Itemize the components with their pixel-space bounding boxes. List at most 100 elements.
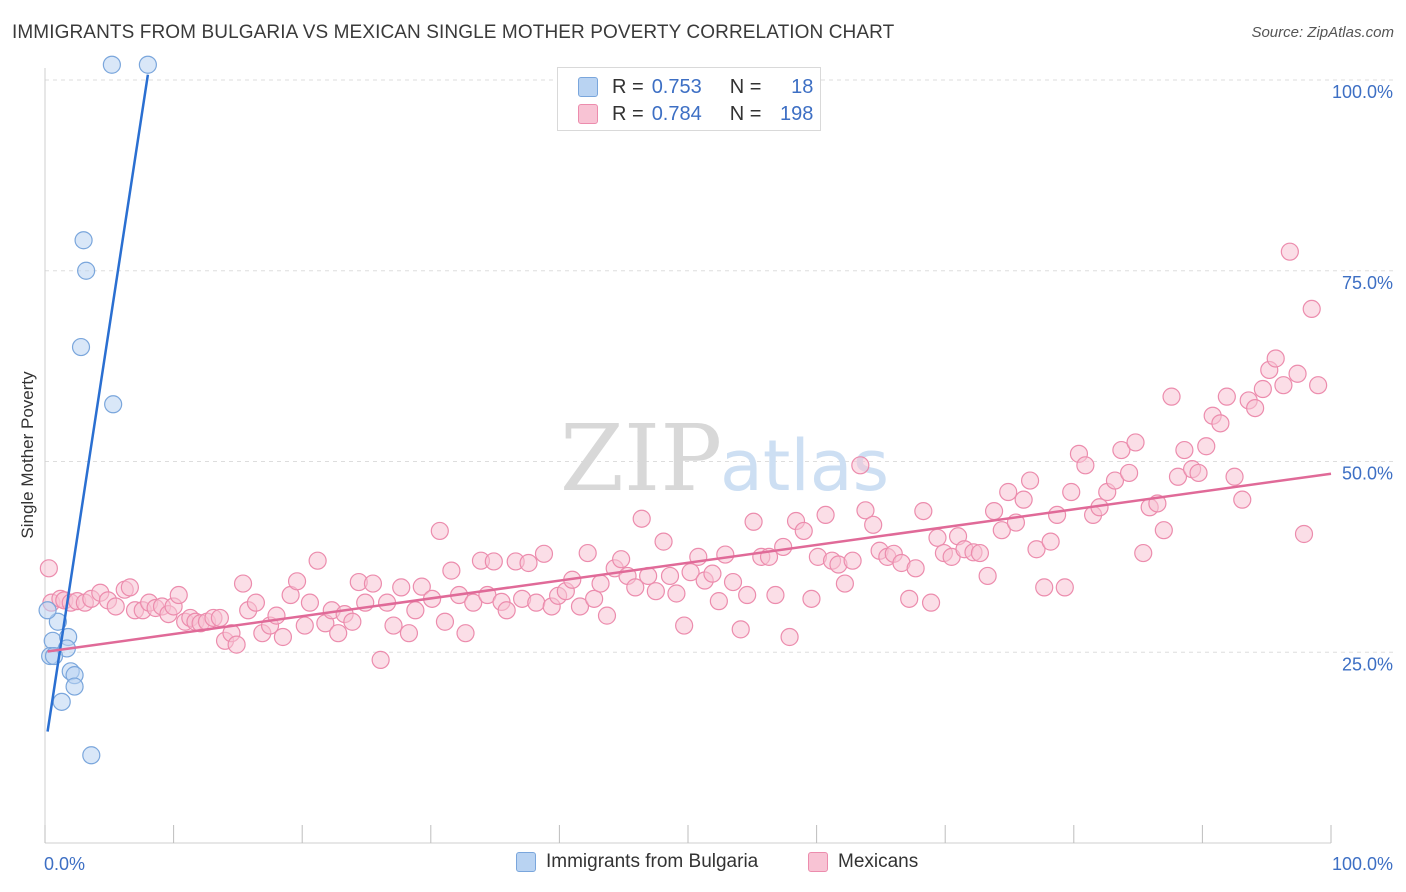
data-point-mexicans	[246, 593, 266, 612]
data-point-mexicans	[1266, 349, 1285, 368]
data-point-mexicans	[970, 543, 990, 563]
data-point-mexicans	[435, 612, 455, 631]
data-point-mexicans	[1280, 242, 1299, 261]
bottom-legend-label-bulgaria: Immigrants from Bulgaria	[546, 851, 759, 872]
data-point-mexicans	[1168, 467, 1188, 486]
data-point-mexicans	[856, 501, 875, 520]
data-point-mexicans	[570, 597, 590, 616]
data-point-mexicans	[1076, 456, 1095, 475]
data-point-mexicans	[273, 627, 293, 647]
data-point-mexicans	[464, 593, 483, 612]
data-point-mexicans	[1041, 532, 1060, 551]
data-point-mexicans	[723, 572, 743, 592]
data-point-mexicans	[774, 537, 793, 557]
data-point-mexicans	[456, 624, 475, 643]
data-point-mexicans	[612, 550, 631, 569]
y-tick-label: 50.0%	[1342, 464, 1393, 484]
y-axis-title: Single Mother Poverty	[18, 371, 37, 539]
data-point-mexicans	[169, 585, 188, 605]
data-point-mexicans	[738, 585, 757, 605]
x-tick-label: 0.0%	[44, 854, 85, 874]
data-point-mexicans	[1126, 433, 1145, 452]
data-point-mexicans	[384, 616, 403, 635]
watermark: ZIP atlas	[560, 405, 889, 512]
data-point-mexicans	[1105, 471, 1125, 490]
data-point-mexicans	[295, 616, 314, 635]
data-point-mexicans	[632, 509, 651, 528]
data-point-mexicans	[578, 543, 597, 563]
data-point-mexicans	[1189, 463, 1208, 483]
data-point-mexicans	[731, 620, 750, 639]
y-tick-label: 100.0%	[1332, 82, 1393, 102]
data-point-mexicans	[1112, 440, 1131, 460]
data-point-bulgaria	[71, 337, 91, 357]
data-point-mexicans	[1274, 376, 1293, 395]
data-point-mexicans	[709, 592, 728, 611]
data-point-mexicans	[1294, 524, 1314, 544]
data-point-mexicans	[597, 606, 617, 625]
data-point-mexicans	[999, 482, 1018, 502]
data-point-mexicans	[1197, 437, 1216, 456]
y-tick-label: 75.0%	[1342, 273, 1393, 293]
y-tick-label: 25.0%	[1342, 654, 1393, 674]
data-point-mexicans	[851, 456, 870, 475]
data-point-mexicans	[984, 501, 1004, 521]
data-point-mexicans	[1217, 387, 1236, 406]
data-point-mexicans	[835, 574, 854, 593]
legend-n-value: 198	[780, 102, 814, 125]
data-point-mexicans	[1014, 490, 1033, 509]
legend-swatch-bulgaria	[578, 77, 598, 97]
legend-n-label: N =	[729, 75, 762, 98]
data-point-mexicans	[308, 551, 327, 570]
data-point-bulgaria	[52, 692, 71, 711]
data-point-mexicans	[646, 582, 665, 601]
data-point-mexicans	[900, 589, 919, 608]
data-point-mexicans	[1162, 387, 1181, 406]
data-point-mexicans	[1288, 364, 1307, 383]
axes	[44, 68, 1332, 844]
series-mexicans-points	[39, 242, 1328, 669]
data-point-mexicans	[1233, 490, 1252, 509]
data-point-mexicans	[1246, 398, 1265, 418]
data-point-mexicans	[1020, 471, 1040, 490]
data-point-mexicans	[660, 566, 680, 586]
data-point-mexicans	[626, 578, 645, 597]
data-point-mexicans	[1225, 467, 1244, 486]
data-point-mexicans	[527, 593, 546, 612]
data-point-mexicans	[843, 551, 862, 570]
trend-line-bulgaria	[46, 74, 150, 732]
data-point-bulgaria	[82, 746, 101, 765]
data-point-bulgaria	[74, 231, 93, 250]
data-point-mexicans	[864, 515, 883, 534]
data-point-mexicans	[371, 650, 390, 669]
data-point-mexicans	[227, 635, 246, 654]
data-point-mexicans	[300, 593, 320, 612]
data-point-mexicans	[1035, 578, 1054, 597]
data-point-mexicans	[484, 552, 503, 571]
legend-r-value: 0.784	[651, 102, 702, 125]
data-point-mexicans	[1027, 540, 1046, 559]
data-point-mexicans	[430, 521, 449, 541]
data-point-mexicans	[794, 521, 813, 541]
data-point-mexicans	[412, 577, 431, 596]
data-point-mexicans	[287, 572, 307, 591]
source-label: Source: ZipAtlas.com	[1251, 24, 1394, 41]
data-point-mexicans	[329, 624, 348, 643]
chart-title: IMMIGRANTS FROM BULGARIA VS MEXICAN SING…	[12, 22, 895, 43]
data-point-mexicans	[39, 559, 58, 578]
data-point-mexicans	[780, 627, 799, 647]
data-point-mexicans	[914, 501, 933, 521]
bottom-legend-swatch-mexicans	[808, 852, 828, 872]
data-point-mexicans	[992, 521, 1011, 540]
tick-labels: 25.0% 50.0% 75.0% 100.0% 0.0% 100.0%	[44, 82, 1393, 874]
legend-r-value: 0.753	[651, 75, 702, 98]
data-point-bulgaria	[77, 261, 96, 280]
data-point-mexicans	[675, 616, 694, 635]
legend-row-bulgaria: R = 0.753 N = 18	[578, 74, 813, 100]
data-point-mexicans	[716, 545, 735, 564]
legend-n-value: 18	[791, 75, 814, 98]
data-point-mexicans	[343, 612, 362, 631]
legend-row-mexicans: R = 0.784 N = 198	[578, 101, 813, 127]
trend-line-mexicans	[47, 472, 1332, 653]
stats-legend: R = 0.753 N = 18 R = 0.784 N = 198	[557, 67, 821, 131]
